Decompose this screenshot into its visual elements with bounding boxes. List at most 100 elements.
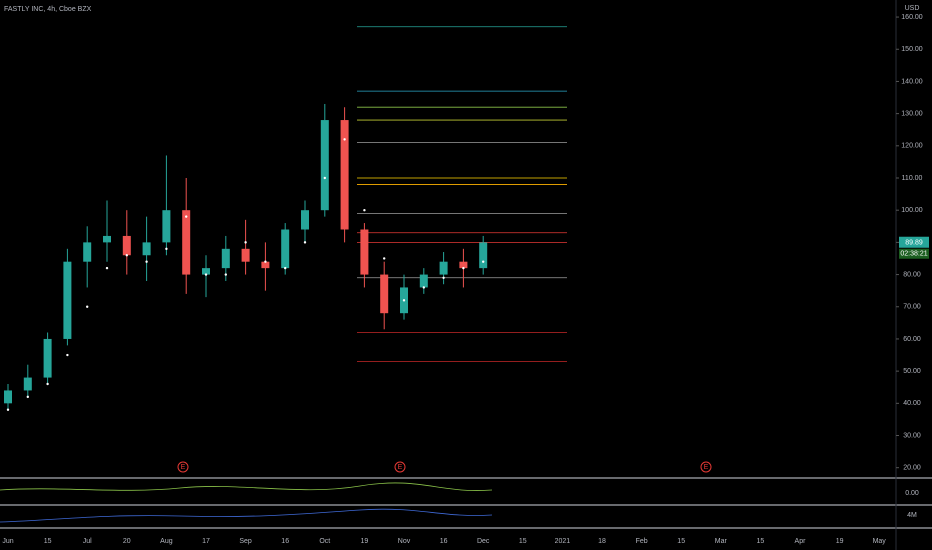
candle-body [459, 261, 468, 269]
x-tick-label: 18 [598, 538, 606, 545]
trail-dot [185, 215, 188, 218]
y-tick-label: 60.00 [903, 336, 921, 343]
currency: USD [905, 5, 920, 12]
x-tick-label: 15 [44, 538, 52, 545]
trail-dot [303, 241, 307, 244]
countdown-box [899, 248, 929, 259]
oscillator-label: 0.00 [905, 490, 919, 497]
earnings-circle [177, 461, 189, 473]
x-tick-label: Oct [319, 538, 330, 545]
trail-dot [26, 395, 29, 399]
trail-dot [125, 254, 128, 257]
trail-dot [383, 257, 386, 260]
y-tick-label: 20.00 [903, 465, 921, 472]
trail-dot [244, 241, 247, 244]
x-tick-label: 16 [281, 538, 289, 545]
trail-dot [323, 176, 326, 180]
candle-body [4, 390, 12, 404]
trail-dot [204, 273, 208, 276]
x-tick-label: 2021 [555, 538, 571, 545]
candle-body [320, 120, 329, 211]
candle-body [142, 242, 151, 256]
last-price-label: 89.89 [905, 240, 923, 247]
earnings-label: E [181, 464, 186, 471]
x-tick-label: Nov [398, 538, 411, 545]
y-tick-label: 100.00 [901, 207, 923, 214]
trail-dot [442, 276, 445, 279]
oscillator-line [0, 482, 493, 491]
earnings-label: E [398, 464, 403, 471]
x-tick-label: 16 [440, 538, 448, 545]
candle-body [182, 210, 191, 275]
last-price-box [899, 236, 929, 248]
earnings-markers: E E E [177, 461, 712, 473]
candle-body [439, 261, 448, 275]
trail-dot [462, 266, 465, 270]
trail-dot [343, 138, 346, 141]
candle-body [340, 120, 349, 230]
x-tick-label: Aug [160, 538, 173, 545]
x-tick-label: Sep [239, 538, 252, 545]
candle-body [380, 274, 389, 314]
candle-body [202, 268, 210, 275]
trail-dot [402, 299, 406, 302]
candle-body [122, 235, 131, 256]
trail-dot [264, 260, 267, 263]
candle-body [479, 242, 488, 269]
trail-dot [363, 208, 366, 212]
x-tick-label: 20 [123, 538, 131, 545]
candle-body [241, 248, 250, 262]
trail-dot [86, 305, 89, 308]
candle-body [281, 229, 290, 269]
candle-body [360, 229, 369, 275]
x-tick-label: 15 [757, 538, 765, 545]
y-tick-label: 50.00 [903, 368, 921, 375]
x-tick-label: Mar [715, 538, 728, 545]
earnings-circle [700, 461, 712, 473]
candle-body [63, 261, 72, 339]
trail-dot [165, 247, 168, 251]
candle-body [103, 235, 111, 243]
x-tick-label: 15 [677, 538, 685, 545]
trail-dot [6, 408, 10, 411]
volume-line [0, 508, 493, 523]
y-tick-label: 80.00 [903, 271, 921, 278]
candle-body [419, 274, 428, 288]
trail-dot [422, 286, 425, 289]
y-tick-label: 40.00 [903, 400, 921, 407]
x-tick-label: May [873, 538, 887, 545]
earnings-circle [394, 461, 406, 473]
trail-dot [284, 266, 287, 270]
x-tick-label: 19 [836, 538, 844, 545]
volume-label: 4M [907, 512, 917, 519]
y-tick-label: 110.00 [902, 175, 923, 182]
trail-dot [145, 260, 148, 263]
trail-dot [105, 266, 109, 270]
x-tick-label: 15 [519, 538, 527, 545]
chart-title: FASTLY INC, 4h, Cboe BZX [4, 6, 92, 13]
trail-dot [66, 353, 69, 357]
candle-body [83, 242, 92, 262]
y-tick-label: 130.00 [901, 110, 923, 117]
trail-dot [46, 382, 49, 386]
candle-body [43, 338, 52, 378]
candle-body [23, 377, 32, 391]
x-tick-label: 17 [202, 538, 210, 545]
y-tick-label: 140.00 [901, 78, 923, 85]
trail-dot [224, 273, 227, 276]
x-tick-label: Dec [477, 538, 490, 545]
countdown: 02:38:21 [900, 251, 927, 258]
y-tick-label: 160.00 [901, 14, 923, 21]
candle-body [162, 210, 171, 243]
x-tick-label: Jul [83, 538, 92, 545]
earnings-label: E [704, 464, 709, 471]
y-tick-label: 150.00 [901, 46, 923, 53]
candle-body [301, 210, 309, 230]
y-tick-label: 70.00 [903, 304, 921, 311]
x-tick-label: Apr [795, 538, 807, 545]
y-tick-label: 120.00 [901, 143, 923, 150]
candle-body [221, 248, 230, 269]
trail-dot [482, 260, 485, 263]
y-tick-label: 30.00 [903, 432, 921, 439]
